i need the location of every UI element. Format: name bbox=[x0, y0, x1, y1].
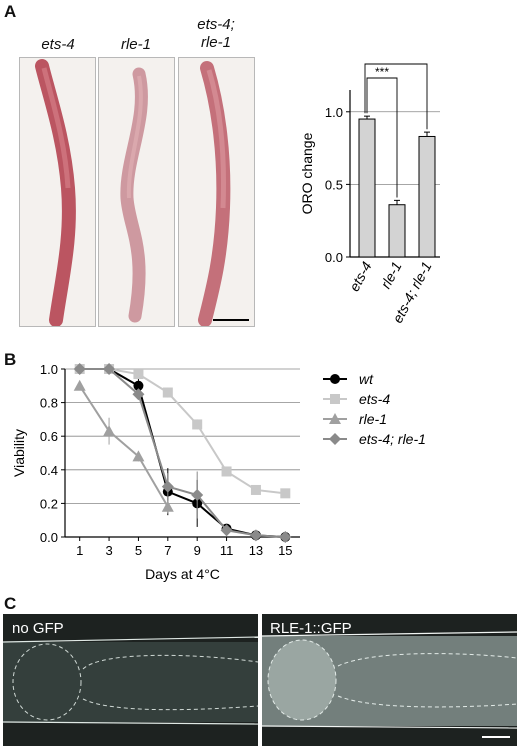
data-point bbox=[191, 489, 204, 501]
worm-image-rle1 bbox=[98, 57, 175, 327]
y-tick-label: 0.2 bbox=[40, 496, 58, 511]
legend-marker bbox=[330, 394, 340, 404]
data-point bbox=[249, 529, 262, 542]
micrograph-rle1-gfp bbox=[261, 614, 518, 746]
series-line bbox=[79, 368, 286, 538]
x-tick-label: 3 bbox=[105, 543, 112, 558]
data-point bbox=[250, 484, 261, 495]
x-tick-label: 5 bbox=[135, 543, 142, 558]
data-point bbox=[133, 369, 144, 380]
data-point bbox=[162, 387, 173, 398]
data-point bbox=[161, 500, 174, 512]
worm-label-rle1: rle-1 bbox=[120, 36, 151, 53]
series-2 bbox=[73, 379, 174, 514]
worm-label-double: ets-4; rle-1 bbox=[197, 16, 235, 51]
worm-image-double bbox=[178, 57, 255, 327]
data-point bbox=[279, 531, 292, 543]
data-point bbox=[220, 524, 233, 537]
y-tick-label: 0.8 bbox=[40, 396, 58, 411]
data-point bbox=[103, 363, 116, 375]
bar bbox=[418, 135, 436, 258]
legend-label: wt bbox=[359, 371, 374, 387]
x-tick-label: rle-1 bbox=[377, 259, 404, 291]
x-tick-label: 7 bbox=[164, 543, 171, 558]
data-point bbox=[73, 363, 86, 375]
legend-marker bbox=[329, 433, 341, 445]
legend-marker bbox=[329, 413, 341, 424]
data-point bbox=[221, 466, 232, 477]
series-3 bbox=[73, 363, 292, 543]
legend-label: ets-4 bbox=[359, 391, 390, 407]
worm-drawing-double bbox=[198, 61, 249, 327]
panel-letter-b: B bbox=[4, 350, 17, 369]
y-tick-label: 0.6 bbox=[40, 429, 58, 444]
micrograph-rle1-gfp-drawing bbox=[261, 631, 518, 738]
data-point bbox=[103, 425, 116, 437]
data-point bbox=[133, 380, 144, 391]
bar bbox=[388, 204, 406, 258]
x-tick-label: 13 bbox=[249, 543, 263, 558]
y-tick-label: 0.5 bbox=[325, 177, 343, 192]
x-axis-label: Days at 4°C bbox=[145, 566, 220, 582]
data-point bbox=[280, 488, 291, 499]
bar bbox=[358, 118, 376, 258]
significance-label: *** bbox=[375, 65, 389, 79]
micrograph-label-rle1-gfp: RLE-1::GFP bbox=[270, 620, 352, 637]
y-tick-label: 1.0 bbox=[40, 362, 58, 377]
y-tick-label: 0.0 bbox=[40, 530, 58, 545]
data-point bbox=[192, 419, 203, 430]
series-line bbox=[79, 368, 286, 538]
significance-bracket bbox=[364, 63, 428, 130]
data-point bbox=[73, 379, 86, 391]
series-0 bbox=[74, 364, 291, 542]
y-tick-label: 0.4 bbox=[40, 463, 58, 478]
significance-bracket bbox=[366, 77, 398, 198]
data-point bbox=[161, 480, 174, 493]
x-tick-label: 1 bbox=[76, 543, 83, 558]
y-axis-label: ORO change bbox=[299, 132, 315, 214]
y-tick-label: 1.0 bbox=[325, 105, 343, 120]
x-tick-label: 11 bbox=[220, 543, 234, 558]
micrograph-no-gfp bbox=[2, 614, 259, 746]
panel-letter-a: A bbox=[4, 2, 17, 21]
worm-label-ets4: ets-4 bbox=[41, 36, 75, 53]
worm-drawing-rle1 bbox=[120, 67, 148, 323]
legend-label: rle-1 bbox=[359, 411, 387, 427]
series-line bbox=[78, 385, 169, 508]
legend-marker bbox=[330, 374, 340, 384]
y-axis-label: Viability bbox=[11, 429, 27, 477]
worm-image-ets4 bbox=[19, 57, 96, 327]
panel-letter-c: C bbox=[4, 594, 17, 613]
micrograph-no-gfp-drawing bbox=[2, 636, 259, 725]
x-tick-label: 9 bbox=[194, 543, 201, 558]
data-point bbox=[132, 450, 145, 462]
micrograph-label-no-gfp: no GFP bbox=[12, 620, 64, 637]
x-tick-label: ets-4 bbox=[346, 259, 375, 294]
significance-label: ns bbox=[390, 60, 404, 63]
worm-drawing-ets4 bbox=[35, 59, 76, 327]
y-tick-label: 0.0 bbox=[325, 250, 343, 265]
legend-label: ets-4; rle-1 bbox=[359, 431, 426, 447]
x-tick-label: 15 bbox=[278, 543, 292, 558]
data-point bbox=[132, 388, 145, 401]
